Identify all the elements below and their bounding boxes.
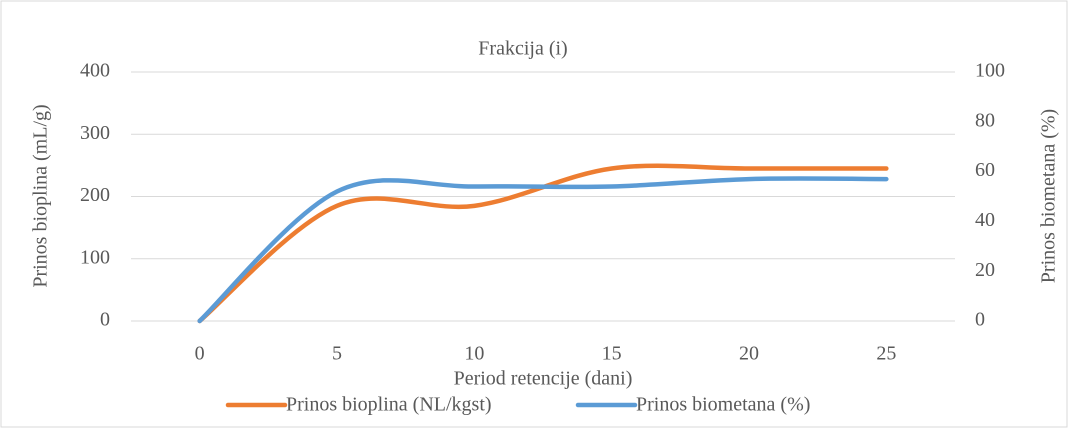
y2-tick-label: 40 xyxy=(975,209,995,231)
series-line xyxy=(197,163,889,324)
y2-tick-label: 20 xyxy=(975,259,995,281)
chart-title: Frakcija (i) xyxy=(478,38,567,60)
x-tick-label: 25 xyxy=(876,343,896,365)
x-axis-label: Period retencije (dani) xyxy=(454,368,633,390)
x-tick-label: 5 xyxy=(332,343,342,365)
y-tick-label: 0 xyxy=(100,309,110,331)
legend-label: Prinos bioplina (NL/kgst) xyxy=(286,394,492,416)
y-tick-label: 100 xyxy=(80,246,110,268)
series-line xyxy=(197,176,889,324)
x-tick-label: 20 xyxy=(739,343,759,365)
x-tick-label: 15 xyxy=(602,343,622,365)
y2-tick-label: 0 xyxy=(975,309,985,331)
y2-tick-label: 60 xyxy=(975,159,995,181)
y-tick-label: 400 xyxy=(80,60,110,82)
y2-axis-label: Prinos biometana (%) xyxy=(1038,109,1060,283)
legend-label: Prinos biometana (%) xyxy=(636,394,810,416)
y2-tick-label: 100 xyxy=(975,60,1005,82)
y-tick-label: 300 xyxy=(80,122,110,144)
y2-tick-label: 80 xyxy=(975,109,995,131)
y-axis-label: Prinos bioplina (mL/g) xyxy=(30,104,52,287)
x-tick-label: 0 xyxy=(195,343,205,365)
y-tick-label: 200 xyxy=(80,184,110,206)
x-tick-label: 10 xyxy=(464,343,484,365)
